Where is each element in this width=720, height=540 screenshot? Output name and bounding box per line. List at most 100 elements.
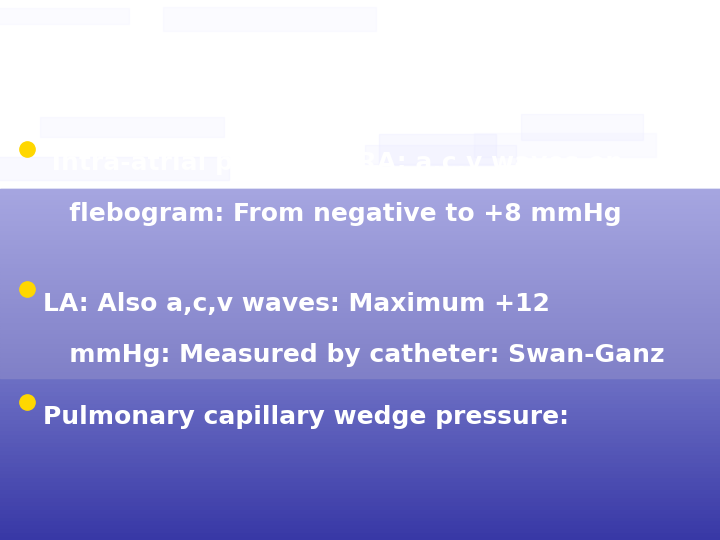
Bar [0,309,720,312]
Bar [379,134,496,165]
Bar [0,212,720,213]
Bar [0,242,720,246]
Bar [0,198,720,201]
Bar [0,241,720,244]
Bar [0,340,720,345]
Bar [0,375,720,380]
Bar [0,189,720,191]
Bar [0,333,720,336]
Bar [0,204,720,205]
Bar [366,145,516,164]
Bar [0,422,720,427]
Bar [0,191,720,194]
Bar [0,265,720,267]
Bar [0,217,720,218]
Bar [0,219,720,220]
Bar [0,399,720,403]
Bar [0,330,720,333]
Bar [0,221,720,222]
Bar [0,293,720,295]
Bar [0,348,720,352]
Bar [0,342,720,345]
Bar [0,485,720,489]
Bar [0,239,720,241]
Bar [0,269,720,272]
Bar [0,196,720,198]
Bar [0,293,720,297]
Bar [0,430,720,434]
Bar [0,288,720,291]
Bar [0,319,720,321]
Bar [0,262,720,265]
Bar [0,376,720,378]
Bar [0,352,720,356]
Bar [0,210,720,213]
Bar [0,239,720,242]
Bar [0,391,720,395]
Bar [0,231,720,234]
Bar [0,302,720,305]
Bar [0,462,720,465]
Bar [0,321,720,323]
Bar [0,347,720,349]
Bar [0,446,720,450]
Bar [0,194,720,195]
Bar [0,278,720,281]
Bar [0,201,720,202]
Bar [0,258,720,260]
Bar [0,366,720,368]
Bar [0,223,720,224]
Bar [0,274,720,276]
Bar [0,289,720,293]
Bar [0,202,720,203]
Bar [0,372,720,375]
Bar [0,220,720,221]
Bar [0,361,720,364]
Bar [0,336,720,340]
Bar [0,236,720,239]
Bar [0,189,720,190]
Bar [0,226,720,227]
Bar [0,262,720,266]
Bar [0,251,720,254]
Bar [0,206,720,207]
Bar [0,246,720,251]
Bar [0,469,720,474]
Bar [0,301,720,305]
Bar [0,364,720,368]
Bar [0,474,720,477]
Bar [0,316,720,319]
Bar [0,260,720,262]
Bar [0,246,720,248]
Bar [0,305,720,309]
Bar [0,524,720,528]
Bar [0,509,720,512]
Bar [0,403,720,407]
Bar [0,274,720,278]
Bar [0,465,720,469]
Bar [0,227,720,229]
Bar [0,434,720,438]
Bar [0,357,720,359]
Bar [0,232,720,234]
Bar [0,286,720,288]
Bar [0,345,720,347]
Bar [0,314,720,316]
Bar [0,321,720,325]
Bar [474,133,657,157]
Bar [0,317,720,321]
Bar [0,251,720,253]
Bar [0,323,720,326]
Bar [0,224,720,225]
Bar [0,528,720,532]
Bar [0,418,720,422]
Bar [0,383,720,387]
Bar [0,368,720,372]
Bar [0,210,720,211]
Bar [40,117,224,137]
Bar [0,364,720,366]
Bar [0,305,720,307]
Bar [0,213,720,214]
Bar [0,328,720,330]
Bar [0,258,720,262]
